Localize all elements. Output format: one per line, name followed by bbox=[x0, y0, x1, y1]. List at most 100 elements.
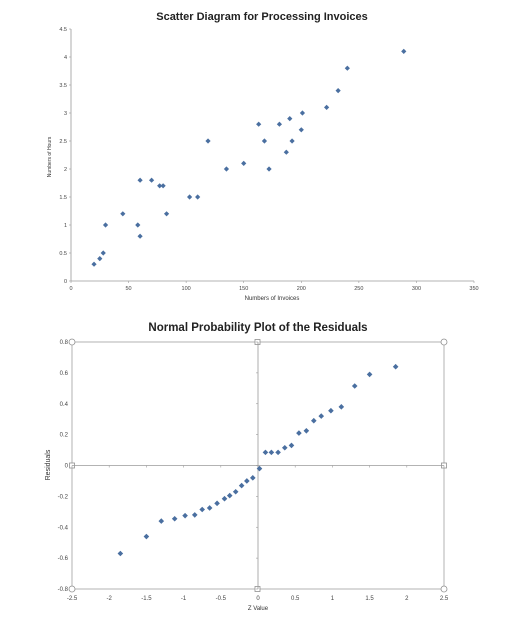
x-tick-label: 350 bbox=[469, 286, 478, 292]
x-tick-labels: 0 50 100 150 200 250 300 350 bbox=[69, 281, 479, 292]
data-point bbox=[392, 363, 399, 370]
scatter-diagram-chart: Scatter Diagram for Processing Invoices … bbox=[47, 11, 479, 302]
y-axis-label: Residuals bbox=[45, 449, 52, 480]
normal-probability-chart: Normal Probability Plot of the Residuals… bbox=[45, 322, 449, 612]
y-tick-label: 2.5 bbox=[59, 139, 67, 145]
data-point bbox=[266, 166, 272, 172]
data-point bbox=[298, 127, 304, 133]
y-tick-label: 0.2 bbox=[60, 433, 69, 439]
data-point bbox=[205, 138, 211, 144]
y-tick-label: 1.5 bbox=[59, 195, 67, 201]
data-point bbox=[199, 506, 205, 513]
data-point bbox=[241, 160, 247, 166]
x-tick-labels: -2.5 -2 -1.5 -1 -0.5 0 0.5 1 1.5 2 2.5 bbox=[67, 465, 449, 602]
y-tick-labels: 0 0.5 1 1.5 2 2.5 3 3.5 4 4.5 bbox=[59, 27, 71, 285]
x-tick-label: 100 bbox=[182, 286, 191, 292]
data-point bbox=[299, 110, 306, 116]
x-tick-label: 250 bbox=[354, 286, 363, 292]
y-tick-label: 3.5 bbox=[59, 83, 67, 89]
x-axis-label: Numbers of Invoices bbox=[245, 296, 300, 302]
data-point bbox=[275, 449, 281, 456]
data-point bbox=[238, 482, 245, 489]
data-point bbox=[191, 512, 198, 518]
data-point bbox=[366, 371, 373, 378]
data-point bbox=[335, 88, 341, 94]
y-tick-label: -0.6 bbox=[58, 556, 69, 562]
data-point bbox=[256, 121, 262, 127]
y-tick-label: 2 bbox=[64, 167, 67, 173]
data-point bbox=[303, 427, 310, 434]
y-tick-label: 3 bbox=[64, 111, 67, 117]
y-tick-label: 4 bbox=[64, 55, 67, 61]
x-tick-label: 300 bbox=[412, 286, 421, 292]
data-point bbox=[281, 444, 288, 451]
chart-title: Scatter Diagram for Processing Invoices bbox=[156, 11, 368, 23]
x-tick-label: 1.5 bbox=[365, 596, 374, 602]
x-tick-label: -2.5 bbox=[67, 596, 78, 602]
data-point bbox=[157, 183, 163, 189]
x-tick-label: 150 bbox=[239, 286, 248, 292]
data-point bbox=[186, 194, 193, 200]
data-point bbox=[137, 233, 143, 239]
data-point bbox=[221, 495, 228, 502]
data-points bbox=[117, 363, 399, 557]
data-point bbox=[226, 492, 233, 499]
data-point bbox=[117, 550, 124, 557]
y-tick-label: 0.4 bbox=[60, 402, 69, 408]
data-point bbox=[311, 417, 317, 424]
resize-handle-bottom-right[interactable] bbox=[440, 585, 448, 593]
data-point bbox=[276, 121, 283, 127]
data-point bbox=[214, 500, 220, 507]
y-tick-label: 0 bbox=[64, 279, 67, 285]
data-point bbox=[120, 211, 126, 217]
data-point bbox=[268, 449, 275, 456]
data-points bbox=[91, 48, 407, 267]
resize-handle-bottom-left[interactable] bbox=[68, 585, 76, 593]
y-tick-labels: -0.8 -0.6 -0.4 -0.2 0 0.2 0.4 0.6 0.8 bbox=[58, 340, 258, 593]
chart-title: Normal Probability Plot of the Residuals bbox=[148, 322, 367, 334]
x-tick-label: 0.5 bbox=[291, 596, 300, 602]
data-point bbox=[149, 177, 155, 183]
y-tick-label: 0.5 bbox=[59, 251, 67, 257]
y-tick-label: 0.8 bbox=[60, 340, 69, 346]
data-point bbox=[338, 404, 345, 410]
data-point bbox=[324, 104, 330, 110]
resize-handle-top-left[interactable] bbox=[68, 338, 76, 346]
data-point bbox=[249, 475, 256, 481]
x-tick-label: 50 bbox=[126, 286, 132, 292]
data-point bbox=[288, 442, 295, 449]
data-point bbox=[160, 183, 166, 189]
y-tick-label: 0 bbox=[65, 464, 69, 470]
data-point bbox=[143, 533, 150, 540]
data-point bbox=[344, 65, 350, 71]
data-point bbox=[97, 256, 103, 262]
y-tick-label: 4.5 bbox=[59, 27, 67, 33]
data-point bbox=[244, 478, 250, 484]
x-tick-label: -1.5 bbox=[141, 596, 152, 602]
x-tick-label: 0 bbox=[256, 596, 260, 602]
data-point bbox=[223, 166, 230, 172]
data-point bbox=[137, 177, 143, 183]
data-point bbox=[262, 449, 269, 456]
y-axis-label: Numbers of Hours bbox=[47, 136, 53, 177]
x-tick-label: -2 bbox=[107, 596, 113, 602]
x-axis-label: Z Value bbox=[248, 606, 269, 612]
data-point bbox=[163, 211, 170, 217]
x-tick-label: 0 bbox=[69, 286, 72, 292]
data-point bbox=[206, 505, 213, 511]
data-point bbox=[401, 48, 407, 54]
x-tick-label: -0.5 bbox=[216, 596, 227, 602]
data-point bbox=[296, 430, 302, 436]
y-tick-label: -0.8 bbox=[58, 587, 69, 593]
resize-handle-top-right[interactable] bbox=[440, 338, 448, 346]
x-tick-label: 200 bbox=[297, 286, 306, 292]
y-tick-label: -0.2 bbox=[58, 494, 69, 500]
data-point bbox=[232, 488, 239, 495]
x-tick-label: 2 bbox=[405, 596, 409, 602]
data-point bbox=[283, 149, 289, 155]
data-point bbox=[102, 222, 109, 228]
y-tick-label: 0.6 bbox=[60, 371, 69, 377]
data-point bbox=[289, 138, 295, 144]
y-tick-label: -0.4 bbox=[58, 525, 69, 531]
